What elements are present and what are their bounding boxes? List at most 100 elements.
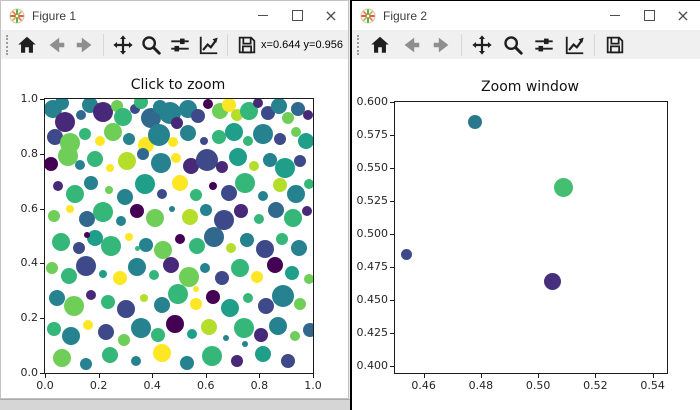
minimize-button[interactable] xyxy=(246,1,280,30)
scatter-point xyxy=(123,132,136,145)
scatter-point xyxy=(215,270,230,285)
y-tick-label: 0.2 xyxy=(20,311,39,325)
x-tick-mark xyxy=(98,374,100,378)
back-button[interactable] xyxy=(43,32,70,58)
figure1-toolbar: x=0.644 y=0.956 xyxy=(1,30,348,59)
figure2-titlebar[interactable]: Figure 2 × xyxy=(352,1,700,30)
y-tick-mark xyxy=(390,234,394,236)
scatter-plot-axes[interactable] xyxy=(394,101,668,374)
scatter-point xyxy=(98,269,107,278)
scatter-point xyxy=(266,256,283,273)
scatter-point xyxy=(57,145,78,166)
y-tick-label: 0.550 xyxy=(356,161,389,175)
save-button[interactable] xyxy=(600,32,629,58)
floppy-disk-icon xyxy=(606,36,623,53)
scatter-point xyxy=(220,184,237,201)
home-button[interactable] xyxy=(14,32,41,58)
forward-button[interactable] xyxy=(72,32,99,58)
scatter-point xyxy=(229,148,248,167)
scatter-point xyxy=(130,104,141,115)
plot-title: Click to zoom xyxy=(130,77,226,93)
scatter-point xyxy=(302,205,313,216)
scatter-point xyxy=(204,227,225,248)
scatter-point xyxy=(270,99,287,114)
y-tick-mark xyxy=(390,201,394,203)
y-tick-mark xyxy=(40,318,44,320)
scatter-point xyxy=(66,184,85,203)
minimize-button[interactable] xyxy=(598,1,632,30)
x-tick-mark xyxy=(152,374,154,378)
scatter-point xyxy=(248,161,259,172)
scatter-point xyxy=(283,209,302,228)
y-tick-label: 0.575 xyxy=(356,128,389,142)
scatter-point xyxy=(289,331,300,341)
forward-button[interactable] xyxy=(427,32,456,58)
scatter-point xyxy=(303,274,313,285)
figure1-titlebar[interactable]: Figure 1 × xyxy=(1,1,348,30)
magnifier-icon xyxy=(503,35,523,55)
scatter-point xyxy=(93,201,114,222)
scatter-plot-axes[interactable] xyxy=(44,98,314,374)
y-tick-mark xyxy=(40,208,44,210)
y-tick-mark xyxy=(390,135,394,137)
figure2-toolbar xyxy=(352,30,700,59)
scatter-point xyxy=(268,201,285,218)
scatter-point xyxy=(186,329,197,340)
scatter-point xyxy=(103,123,122,142)
pan-button[interactable] xyxy=(109,32,136,58)
figure1-canvas[interactable]: Click to zoom 0.0 0.2 0.4 0.6 0.8 1.0 0.0 0.2 0.… xyxy=(1,59,348,398)
x-tick-label: 0.52 xyxy=(583,379,608,392)
edit-axes-button[interactable] xyxy=(560,32,589,58)
close-button[interactable]: × xyxy=(676,5,690,25)
scatter-point xyxy=(63,295,84,316)
configure-subplots-button[interactable] xyxy=(167,32,194,58)
toolbar-grip[interactable] xyxy=(6,34,8,55)
toolbar-grip[interactable] xyxy=(357,34,359,55)
scatter-point xyxy=(196,148,219,171)
figure1-window: Figure 1 × xyxy=(0,0,349,399)
minimize-icon xyxy=(258,15,268,16)
scatter-point xyxy=(294,297,307,310)
scatter-point xyxy=(134,245,140,251)
scatter-point xyxy=(157,188,168,199)
scatter-point xyxy=(98,324,115,341)
scatter-point xyxy=(101,235,122,256)
scatter-point xyxy=(253,214,264,224)
save-button[interactable] xyxy=(233,32,260,58)
scatter-point xyxy=(180,125,197,142)
scatter-point xyxy=(127,257,146,276)
configure-subplots-button[interactable] xyxy=(529,32,558,58)
desktop-strip xyxy=(0,399,350,410)
pan-button[interactable] xyxy=(467,32,496,58)
back-button[interactable] xyxy=(396,32,425,58)
scatter-point xyxy=(175,234,186,245)
y-tick-label: 0.4 xyxy=(20,256,39,270)
edit-axes-button[interactable] xyxy=(196,32,223,58)
scatter-point xyxy=(262,152,277,167)
scatter-point xyxy=(200,262,211,273)
figure2-canvas[interactable]: Zoom window 0.46 0.48 0.50 0.52 0.54 0.400 0.4… xyxy=(352,59,700,410)
maximize-button[interactable] xyxy=(280,1,314,30)
matplotlib-logo-icon xyxy=(9,8,25,24)
figure2-window: Figure 2 × xyxy=(350,0,700,410)
zoom-to-rect-button[interactable] xyxy=(498,32,527,58)
maximize-button[interactable] xyxy=(632,1,666,30)
y-tick-mark xyxy=(390,300,394,302)
scatter-point xyxy=(234,203,249,218)
line-chart-icon xyxy=(199,36,218,54)
plot-title: Zoom window xyxy=(481,79,579,95)
sliders-icon xyxy=(534,38,553,51)
forward-arrow-icon xyxy=(433,37,448,52)
scatter-point xyxy=(214,210,235,231)
y-tick-label: 1.0 xyxy=(20,92,39,105)
magnifier-icon xyxy=(142,35,162,55)
scatter-point xyxy=(87,230,104,247)
back-arrow-icon xyxy=(49,37,65,52)
line-chart-icon xyxy=(565,36,584,54)
home-button[interactable] xyxy=(365,32,394,58)
toolbar-separator xyxy=(594,33,595,56)
zoom-to-rect-button[interactable] xyxy=(138,32,165,58)
close-button[interactable]: × xyxy=(324,5,338,25)
x-tick-label: 0.4 xyxy=(143,379,161,392)
scatter-point xyxy=(287,185,306,204)
